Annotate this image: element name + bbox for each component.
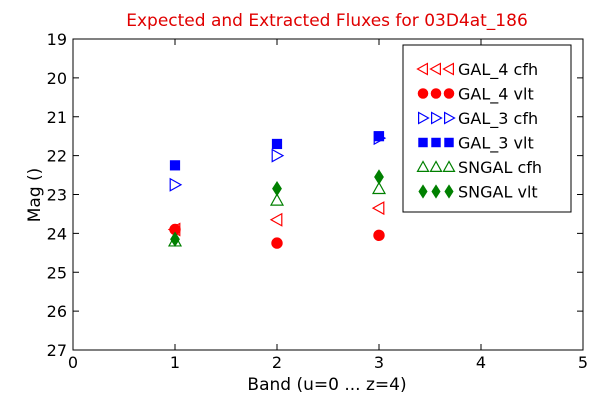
data-point bbox=[170, 231, 180, 247]
data-point bbox=[269, 212, 283, 227]
x-tick-label: 4 bbox=[476, 353, 486, 372]
y-tick-label: 21 bbox=[47, 108, 67, 127]
legend-box bbox=[402, 44, 572, 213]
legend-label: SNGAL vlt bbox=[458, 183, 538, 202]
y-tick-label: 23 bbox=[47, 186, 67, 205]
y-tick-label: 24 bbox=[47, 224, 67, 243]
series-gal-3-vlt bbox=[169, 131, 385, 171]
data-point bbox=[374, 169, 384, 185]
data-point bbox=[169, 160, 181, 171]
data-point bbox=[271, 237, 283, 249]
y-tick-label: 27 bbox=[47, 341, 67, 360]
data-point bbox=[371, 181, 387, 195]
y-tick-label: 22 bbox=[47, 147, 67, 166]
series-gal-4-vlt bbox=[169, 223, 385, 249]
x-tick-label: 3 bbox=[374, 353, 384, 372]
data-point bbox=[269, 193, 285, 206]
x-tick-label: 2 bbox=[272, 353, 282, 372]
series-gal-4-cfh bbox=[167, 201, 385, 237]
y-tick-label: 19 bbox=[47, 30, 67, 49]
legend-entry: GAL_4 vlt bbox=[417, 85, 534, 105]
legend-label: GAL_3 cfh bbox=[458, 109, 538, 129]
y-tick-label: 25 bbox=[47, 263, 67, 282]
x-tick-label: 0 bbox=[68, 353, 78, 372]
legend: GAL_4 cfh GAL_4 vlt GAL_3 cfh GAL_3 vlt SNGA… bbox=[402, 44, 572, 213]
data-point bbox=[169, 177, 183, 192]
legend-label: GAL_3 vlt bbox=[458, 134, 534, 154]
y-tick-label: 26 bbox=[47, 302, 67, 321]
x-axis-title: Band (u=0 ... z=4) bbox=[247, 375, 406, 395]
y-tick-label: 20 bbox=[47, 69, 67, 88]
legend-label: GAL_4 cfh bbox=[458, 60, 538, 80]
legend-entry: GAL_4 cfh bbox=[416, 60, 538, 80]
x-tick-label: 1 bbox=[170, 353, 180, 372]
data-point bbox=[371, 201, 385, 216]
data-point bbox=[373, 229, 385, 242]
data-point bbox=[373, 131, 385, 142]
y-axis-title: Mag () bbox=[25, 168, 45, 223]
legend-entry: GAL_3 cfh bbox=[418, 109, 538, 129]
data-point bbox=[271, 148, 285, 163]
legend-entry: SNGAL cfh bbox=[416, 158, 542, 177]
legend-entry: SNGAL vlt bbox=[418, 183, 538, 202]
legend-entry: GAL_3 vlt bbox=[418, 134, 534, 154]
data-point bbox=[271, 138, 283, 150]
series-sngal-vlt bbox=[170, 169, 384, 247]
data-point bbox=[272, 180, 282, 197]
legend-label: SNGAL cfh bbox=[458, 158, 542, 177]
chart-title: Expected and Extracted Fluxes for 03D4at… bbox=[126, 11, 528, 31]
x-tick-label: 5 bbox=[578, 353, 588, 372]
legend-label: GAL_4 vlt bbox=[458, 85, 534, 105]
